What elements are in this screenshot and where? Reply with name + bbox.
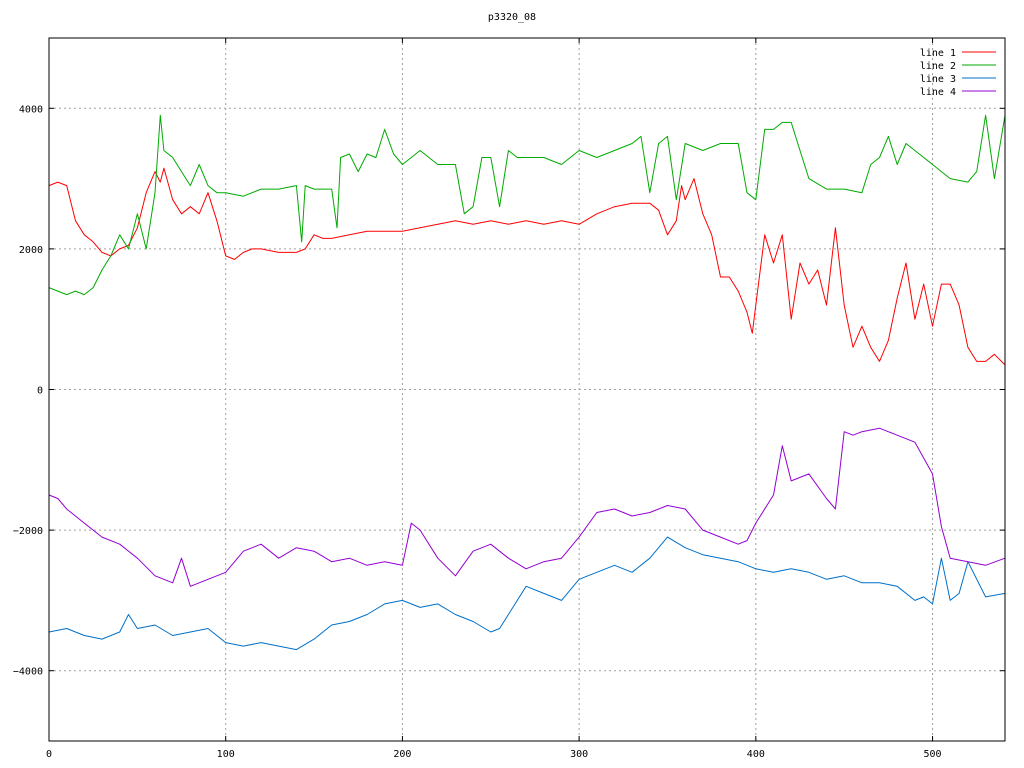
plot-frame bbox=[48, 37, 1006, 742]
legend-label: line 1 bbox=[920, 48, 956, 59]
x-tick-label: 400 bbox=[747, 749, 765, 760]
series-line-3 bbox=[48, 536, 1006, 651]
y-tick-label: 0 bbox=[37, 386, 43, 397]
legend: line 1 line 2 line 3 line 4 bbox=[920, 48, 996, 98]
series-line-4 bbox=[48, 427, 1006, 587]
y-tick-label: −2000 bbox=[13, 526, 43, 537]
x-tick-label: 200 bbox=[393, 749, 411, 760]
legend-label: line 3 bbox=[920, 74, 956, 85]
axis-ticks: 0 100 200 300 400 500 −4000 −2000 0 2000 4000 bbox=[13, 38, 1005, 760]
x-tick-label: 0 bbox=[46, 749, 52, 760]
x-tick-label: 300 bbox=[570, 749, 588, 760]
grid bbox=[49, 38, 1005, 741]
legend-label: line 2 bbox=[920, 61, 956, 72]
chart-title: p3320_08 bbox=[487, 12, 537, 23]
y-tick-label: −4000 bbox=[13, 667, 43, 678]
y-tick-label: 4000 bbox=[19, 104, 43, 115]
series-line-2 bbox=[48, 114, 1006, 296]
series-line-1 bbox=[48, 167, 1006, 366]
series-group bbox=[48, 114, 1006, 651]
x-tick-label: 500 bbox=[924, 749, 942, 760]
legend-label: line 4 bbox=[920, 87, 956, 98]
y-tick-label: 2000 bbox=[19, 245, 43, 256]
x-tick-label: 100 bbox=[217, 749, 235, 760]
